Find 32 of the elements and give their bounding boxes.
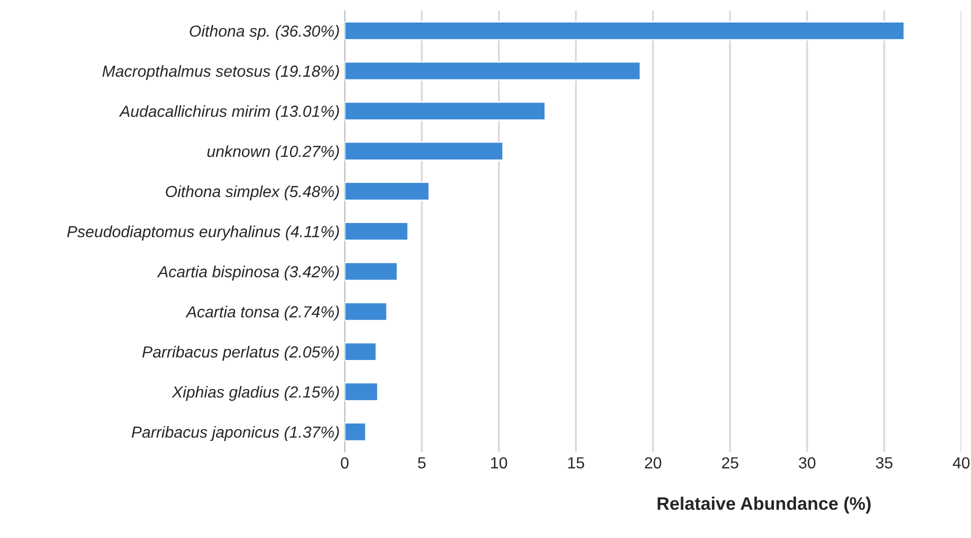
bar	[344, 382, 379, 402]
bar	[344, 141, 504, 161]
x-tick-label: 5	[418, 457, 426, 469]
bar	[344, 182, 430, 201]
y-tick-label: Oithona sp. (36.30%)	[190, 25, 339, 40]
y-tick-label: Parribacus japonicus (1.37%)	[132, 426, 339, 441]
bar	[344, 342, 377, 362]
y-tick-label: unknown (10.27%)	[207, 145, 339, 160]
y-tick-label: Oithona simplex (5.48%)	[166, 185, 339, 200]
y-tick-label: Pseudodiaptomus euryhalinus (4.11%)	[67, 226, 339, 240]
bar	[344, 422, 367, 442]
x-tick-label: 10	[491, 457, 508, 469]
x-tick-label: 20	[644, 457, 662, 469]
y-tick-label: Xiphias gladius (2.15%)	[172, 386, 339, 401]
x-axis-title: Relataive Abundance (%)	[658, 496, 871, 514]
x-tick-label: 30	[798, 457, 816, 469]
bar	[344, 222, 409, 242]
bar	[344, 302, 388, 322]
y-tick-label: Acartia tonsa (2.74%)	[185, 306, 339, 321]
y-tick-label: Macropthalmus setosus (19.18%)	[102, 65, 339, 80]
y-tick-label: Acartia bispinosa (3.42%)	[157, 266, 339, 281]
x-tick-label: 15	[568, 457, 584, 469]
x-tick-label: 0	[340, 457, 349, 469]
bar	[344, 262, 398, 282]
bar	[344, 101, 546, 121]
y-tick-label: Audacallichirus mirim (13.01%)	[118, 105, 339, 120]
x-tick-label: 25	[722, 457, 738, 469]
x-tick-label: 40	[952, 457, 970, 469]
bar	[344, 61, 642, 81]
x-tick-label: 35	[876, 457, 892, 469]
bar	[344, 21, 905, 41]
y-tick-label: Parribacus perlatus (2.05%)	[142, 346, 339, 361]
